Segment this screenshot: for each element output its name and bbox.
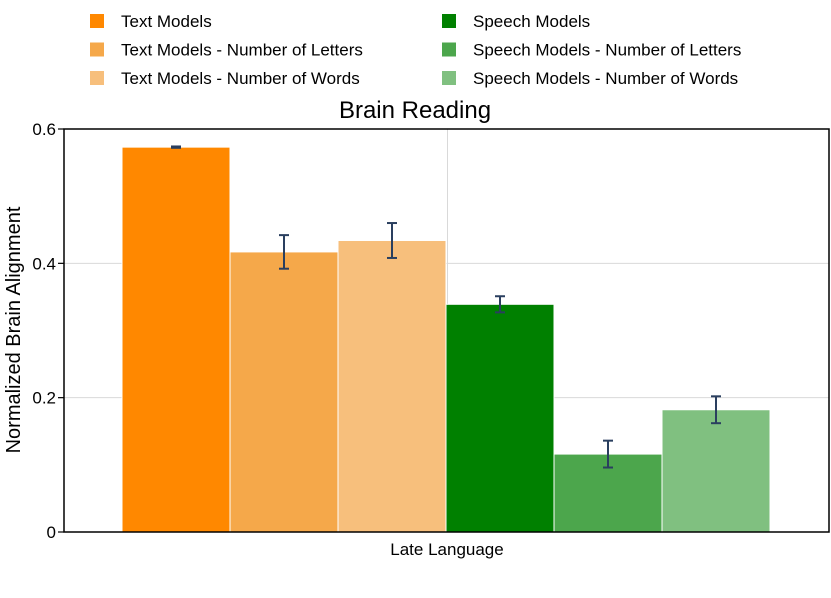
bar — [661, 409, 771, 533]
bar — [229, 251, 339, 533]
legend-item: Text Models — [90, 12, 212, 31]
legend-item: Speech Models - Number of Letters — [442, 41, 741, 60]
y-tick-label: 0.4 — [32, 254, 56, 273]
legend-item: Speech Models — [442, 12, 590, 31]
legend-swatch — [90, 42, 104, 57]
legend-label: Speech Models - Number of Letters — [473, 41, 741, 60]
legend-swatch — [442, 71, 456, 85]
plot-frame — [63, 128, 830, 533]
bar — [121, 146, 231, 533]
y-tick-label: 0.2 — [32, 389, 56, 408]
bar — [337, 239, 447, 533]
legend-label: Speech Models — [473, 12, 590, 31]
legend-label: Text Models - Number of Letters — [121, 41, 363, 60]
y-tick-label: 0.6 — [32, 120, 56, 139]
chart-title: Brain Reading — [339, 97, 491, 124]
y-axis-label: Normalized Brain Alignment — [3, 206, 25, 453]
legend: Text Models Text Models - Number of Lette… — [90, 12, 741, 88]
legend-label: Text Models - Number of Words — [121, 69, 360, 88]
legend-swatch — [90, 14, 104, 28]
error-bars — [171, 145, 721, 469]
bar — [445, 303, 555, 533]
y-tick-label: 0 — [47, 523, 56, 542]
legend-item: Speech Models - Number of Words — [442, 69, 738, 88]
legend-swatch — [442, 14, 456, 28]
legend-item: Text Models - Number of Words — [90, 69, 360, 88]
legend-swatch — [90, 71, 104, 85]
bars — [121, 146, 771, 533]
legend-label: Text Models — [121, 12, 212, 31]
legend-swatch — [442, 42, 456, 57]
x-axis-label: Late Language — [390, 540, 503, 559]
y-axis-ticks: 0 0.2 0.4 0.6 — [32, 120, 64, 542]
legend-item: Text Models - Number of Letters — [90, 41, 363, 60]
legend-label: Speech Models - Number of Words — [473, 69, 738, 88]
